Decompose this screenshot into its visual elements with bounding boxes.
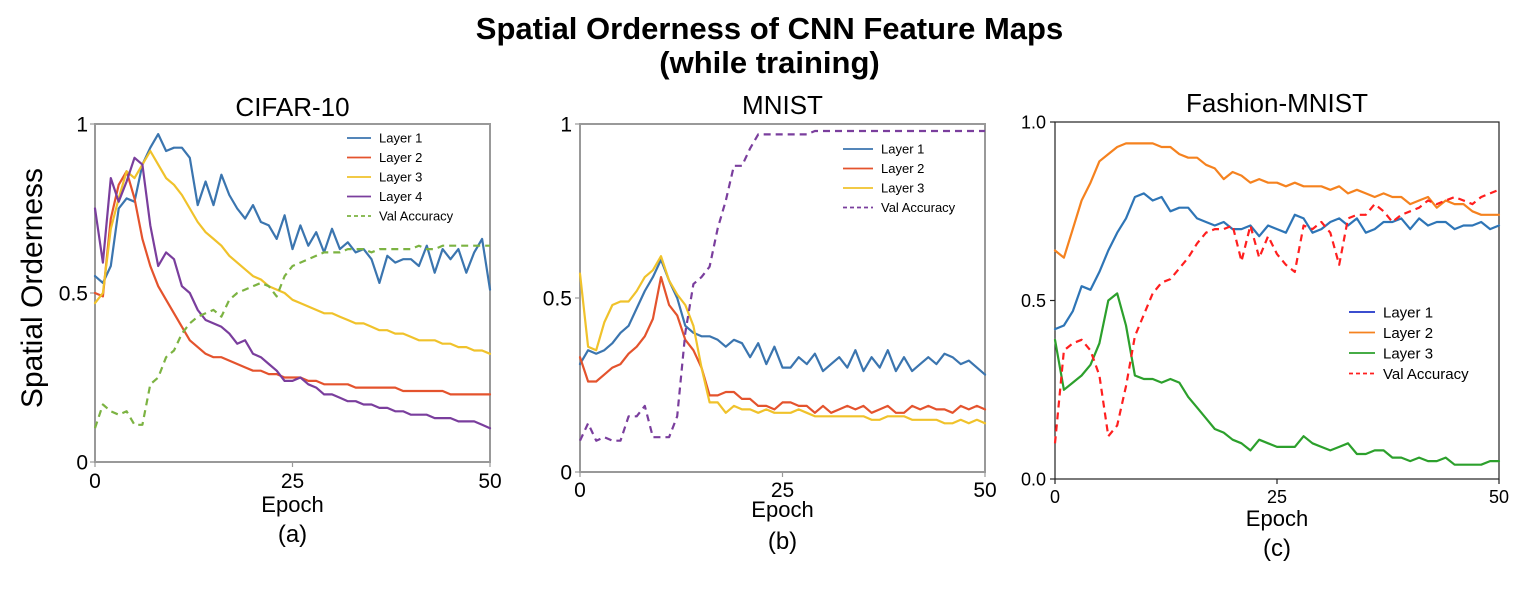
x-axis-label: Epoch [261, 492, 323, 517]
y-tick-label: 0.0 [1021, 469, 1046, 489]
x-tick-label: 0 [1050, 487, 1060, 507]
y-tick-label: 1 [560, 113, 572, 136]
legend-label: Layer 1 [1383, 304, 1433, 321]
legend-label: Layer 2 [379, 150, 422, 165]
x-tick-label: 50 [973, 479, 996, 502]
legend-label: Layer 3 [379, 170, 422, 185]
legend-label: Val Accuracy [379, 209, 454, 224]
legend-label: Layer 4 [379, 189, 422, 204]
plot-frame [1054, 121, 1500, 480]
series-line-val-accuracy [1053, 188, 1500, 444]
series-line-layer-2 [578, 276, 987, 414]
series-line-layer-3 [93, 149, 492, 355]
series-line-layer-2 [93, 170, 492, 396]
y-tick-label: 1.0 [1021, 112, 1046, 132]
series-line-layer-3 [578, 255, 987, 425]
series-line-layer-4 [93, 156, 492, 430]
series-line-layer-1 [578, 258, 987, 376]
y-tick-label: 0.5 [59, 282, 88, 305]
legend: Layer 1 Layer 2 Layer 3 Val Accuracy [843, 142, 956, 215]
series-line-layer-1 [1053, 192, 1501, 331]
x-tick-label: 25 [771, 479, 794, 502]
x-axis-label: Epoch [1246, 506, 1308, 531]
figure-title-line-2: (while training) [659, 45, 880, 80]
x-axis-label: Epoch [751, 497, 813, 522]
series-line-val-accuracy [93, 244, 490, 429]
y-axis-label: Spatial Orderness [16, 168, 49, 408]
series-line-layer-1 [93, 133, 492, 291]
y-tick-label: 0 [76, 451, 88, 474]
panel-label: (c) [1263, 535, 1291, 562]
panel-label: (a) [278, 521, 307, 548]
plot-frame [94, 123, 491, 463]
series-line-val-accuracy [579, 129, 985, 442]
legend-label: Val Accuracy [1383, 366, 1469, 383]
legend-label: Val Accuracy [881, 200, 956, 215]
chart-title: Fashion-MNIST [1186, 88, 1368, 118]
legend-label: Layer 1 [881, 142, 924, 157]
x-tick-label: 0 [574, 479, 586, 502]
x-tick-label: 50 [478, 470, 501, 493]
x-tick-label: 25 [1267, 487, 1287, 507]
legend-label: Layer 2 [1383, 325, 1433, 342]
panel-label: (b) [768, 528, 797, 555]
legend-label: Layer 3 [881, 181, 924, 196]
series-line-layer-2 [1053, 142, 1501, 259]
series-line-layer-3 [1053, 292, 1501, 466]
chart-title: CIFAR-10 [235, 92, 349, 122]
y-tick-label: 0.5 [543, 287, 572, 310]
chart-title: MNIST [742, 90, 823, 120]
chart-panel-1: CIFAR-10 0 25 50 0 0.5 1 Epoch (a) Layer 1 Layer 2… [59, 92, 502, 548]
y-tick-label: 0 [560, 461, 572, 484]
legend: Layer 1 Layer 2 Layer 3 Val Accuracy [1349, 304, 1469, 383]
figure-title-line-1: Spatial Orderness of CNN Feature Maps [475, 11, 1064, 46]
legend-label: Layer 1 [379, 131, 422, 146]
x-tick-label: 0 [89, 470, 101, 493]
legend: Layer 1 Layer 2 Layer 3 Layer 4 Val Accuracy [347, 131, 454, 224]
legend-label: Layer 3 [1383, 345, 1433, 362]
legend-label: Layer 2 [881, 161, 924, 176]
y-tick-label: 0.5 [1021, 291, 1046, 311]
chart-panel-3: Fashion-MNIST 0 25 50 0.0 0.5 1.0 Epoch (c) Layer… [1021, 88, 1509, 562]
y-tick-label: 1 [76, 113, 88, 136]
x-tick-label: 25 [281, 470, 304, 493]
x-tick-label: 50 [1489, 487, 1509, 507]
